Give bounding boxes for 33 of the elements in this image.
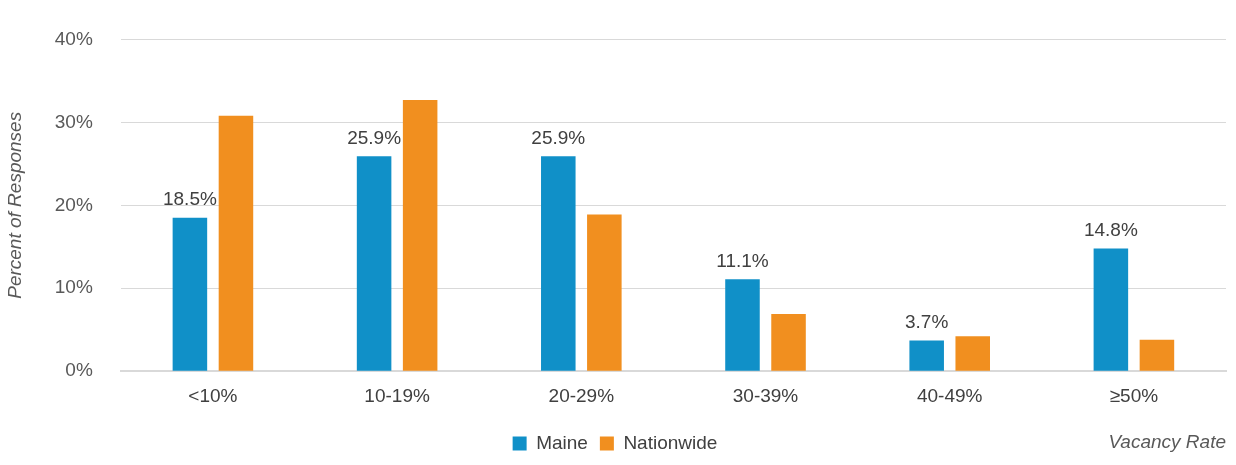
x-tick-label: ≥50% xyxy=(1109,384,1159,406)
bar xyxy=(771,313,806,371)
bar xyxy=(725,279,760,371)
data-label: 3.7% xyxy=(905,311,949,333)
data-label: 18.5% xyxy=(162,188,217,210)
bar xyxy=(218,115,254,371)
x-tick-label: 10-19% xyxy=(364,384,430,406)
bar xyxy=(1093,248,1129,371)
y-tick-label: 10% xyxy=(54,276,93,298)
legend-label: Nationwide xyxy=(623,431,718,453)
y-tick-label: 20% xyxy=(54,193,93,215)
bar xyxy=(402,99,438,371)
bar xyxy=(356,156,392,371)
bar xyxy=(172,217,208,371)
bar xyxy=(1139,339,1175,371)
bar xyxy=(909,340,944,371)
data-label: 14.8% xyxy=(1083,219,1138,241)
data-label: 25.9% xyxy=(531,127,586,149)
y-axis-title: Percent of Responses xyxy=(3,111,25,299)
x-tick-label: <10% xyxy=(188,384,238,406)
bar xyxy=(955,336,990,371)
x-axis-title: Vacancy Rate xyxy=(1108,430,1226,452)
x-tick-label: 40-49% xyxy=(916,384,983,406)
y-tick-label: 30% xyxy=(54,110,93,132)
y-tick-label: 0% xyxy=(65,359,93,381)
x-tick-label: 30-39% xyxy=(732,384,799,406)
bar xyxy=(587,214,622,371)
bar xyxy=(541,156,576,371)
x-tick-label: 20-29% xyxy=(548,384,615,406)
data-label: 25.9% xyxy=(347,127,402,149)
y-tick-label: 40% xyxy=(54,27,93,49)
legend-label: Maine xyxy=(536,431,588,453)
data-label: 11.1% xyxy=(716,249,769,271)
